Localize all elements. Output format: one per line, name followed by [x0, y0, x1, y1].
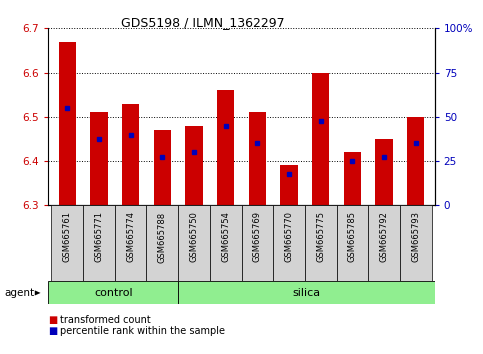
Bar — [217, 90, 234, 205]
Text: silica: silica — [292, 288, 321, 298]
Text: GSM665754: GSM665754 — [221, 211, 230, 262]
Bar — [368, 205, 400, 281]
Text: GSM665785: GSM665785 — [348, 211, 357, 262]
Text: percentile rank within the sample: percentile rank within the sample — [60, 326, 226, 336]
Bar — [407, 117, 425, 205]
Bar — [280, 166, 298, 205]
Polygon shape — [35, 290, 41, 296]
Bar — [400, 205, 431, 281]
Text: GSM665793: GSM665793 — [411, 211, 420, 262]
Text: ■: ■ — [48, 326, 57, 336]
Text: ■: ■ — [48, 315, 57, 325]
Bar — [83, 205, 115, 281]
Bar — [90, 113, 108, 205]
Bar — [52, 205, 83, 281]
Bar — [178, 205, 210, 281]
Text: GSM665792: GSM665792 — [380, 211, 388, 262]
Text: GSM665788: GSM665788 — [158, 211, 167, 263]
Bar — [337, 205, 368, 281]
Bar — [273, 205, 305, 281]
Bar — [249, 113, 266, 205]
Text: GSM665761: GSM665761 — [63, 211, 72, 262]
Bar — [154, 130, 171, 205]
Bar — [122, 104, 140, 205]
Text: GDS5198 / ILMN_1362297: GDS5198 / ILMN_1362297 — [121, 16, 284, 29]
Bar — [115, 205, 146, 281]
Bar — [305, 205, 337, 281]
Bar — [210, 205, 242, 281]
Bar — [312, 73, 329, 205]
Bar — [185, 126, 203, 205]
Text: control: control — [94, 288, 132, 298]
Text: GSM665770: GSM665770 — [284, 211, 294, 262]
Text: GSM665774: GSM665774 — [126, 211, 135, 262]
Text: agent: agent — [5, 288, 35, 298]
Bar — [375, 139, 393, 205]
Text: GSM665769: GSM665769 — [253, 211, 262, 262]
Bar — [58, 42, 76, 205]
Bar — [178, 281, 435, 304]
Bar — [242, 205, 273, 281]
Text: GSM665771: GSM665771 — [95, 211, 103, 262]
Bar — [146, 205, 178, 281]
Text: transformed count: transformed count — [60, 315, 151, 325]
Bar — [343, 152, 361, 205]
Text: GSM665775: GSM665775 — [316, 211, 325, 262]
Text: GSM665750: GSM665750 — [189, 211, 199, 262]
Bar — [48, 281, 178, 304]
